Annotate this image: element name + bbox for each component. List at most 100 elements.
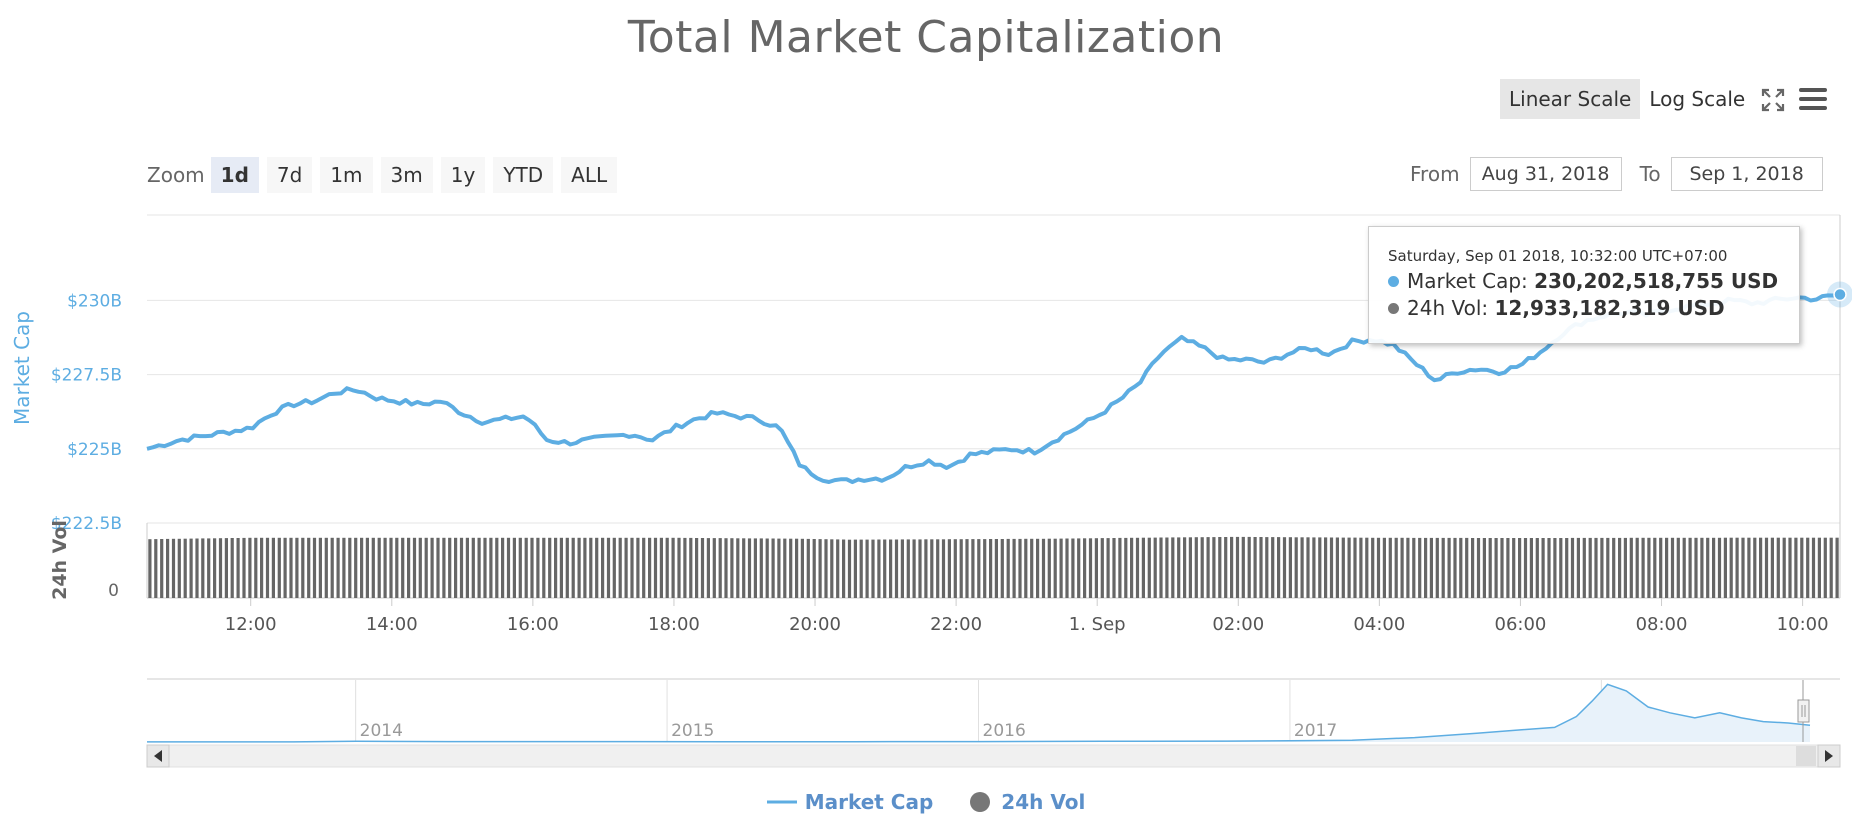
volume-bar: [1806, 537, 1810, 598]
volume-bar: [1247, 536, 1251, 598]
volume-bar: [1817, 537, 1821, 598]
y-tick-label: $222.5B: [51, 514, 122, 534]
volume-bar: [542, 537, 546, 598]
scrollbar-track[interactable]: [146, 744, 1841, 768]
tooltip-value-market-cap: 230,202,518,755 USD: [1534, 269, 1779, 293]
volume-bar: [524, 537, 528, 598]
volume-bar: [1500, 538, 1504, 598]
volume-bar: [1071, 538, 1075, 598]
volume-bar: [989, 539, 993, 598]
zoom-1y-button[interactable]: 1y: [440, 157, 486, 193]
volume-bar: [154, 539, 158, 598]
volume-bar: [1077, 538, 1081, 598]
volume-bar: [1012, 538, 1016, 598]
x-tick-label: 14:00: [366, 614, 418, 635]
tooltip-row-volume: 24h Vol: 12,933,182,319 USD: [1388, 295, 1799, 322]
tooltip-row-market-cap: Market Cap: 230,202,518,755 USD: [1388, 268, 1799, 295]
plot-area[interactable]: $222.5B $225B $227.5B $230B Market Cap 24h Vo…: [0, 0, 1852, 770]
legend-label-volume: 24h Vol: [1001, 790, 1086, 814]
volume-bar: [724, 538, 728, 598]
volume-bar: [618, 537, 622, 598]
volume-bar: [1694, 537, 1698, 598]
volume-tick-label: 0: [108, 581, 119, 601]
volume-bar: [530, 537, 534, 598]
volume-bar: [977, 539, 981, 598]
volume-bar: [459, 537, 464, 598]
volume-bar: [1512, 538, 1516, 598]
volume-bar: [1212, 537, 1216, 598]
volume-bar: [853, 539, 857, 598]
volume-bar: [771, 538, 775, 598]
volume-bar: [218, 538, 223, 598]
volume-bar: [1782, 537, 1786, 598]
zoom-1m-button[interactable]: 1m: [320, 157, 373, 193]
legend-item-market-cap[interactable]: Market Cap: [766, 790, 934, 814]
volume-bar: [1612, 537, 1616, 598]
log-scale-button[interactable]: Log Scale: [1649, 87, 1746, 111]
volume-bar: [965, 539, 969, 598]
volume-bar: [1529, 538, 1533, 598]
scrollbar-thumb[interactable]: [1796, 746, 1816, 766]
menu-icon[interactable]: [1798, 86, 1828, 112]
zoom-1d-button[interactable]: 1d: [210, 157, 259, 193]
legend-item-volume[interactable]: 24h Vol: [969, 790, 1085, 814]
volume-bar: [254, 537, 258, 598]
volume-bar: [1094, 538, 1098, 598]
volume-bar: [148, 539, 152, 598]
volume-bar: [1230, 536, 1234, 598]
volume-bar: [1000, 539, 1004, 598]
volume-bar: [1794, 537, 1798, 598]
volume-bar: [348, 537, 352, 598]
volume-bar: [983, 539, 987, 598]
from-date-input[interactable]: [1469, 157, 1622, 191]
x-tick-label: 08:00: [1636, 614, 1688, 635]
volume-bar: [465, 537, 469, 598]
volume-bar: [812, 539, 816, 598]
linear-scale-button[interactable]: Linear Scale: [1500, 79, 1641, 119]
to-label: To: [1639, 162, 1661, 186]
to-date-input[interactable]: [1670, 157, 1823, 191]
tooltip-label-volume: 24h Vol:: [1407, 296, 1489, 320]
volume-bar: [506, 537, 511, 598]
tooltip-label-market-cap: Market Cap:: [1407, 269, 1528, 293]
volume-bar: [924, 539, 928, 598]
volume-bar: [777, 538, 781, 598]
volume-bar: [1829, 537, 1833, 598]
x-tick-label: 18:00: [648, 614, 700, 635]
tooltip-value-volume: 12,933,182,319 USD: [1494, 296, 1725, 320]
volume-bar: [1241, 536, 1245, 598]
zoom-label: Zoom: [147, 163, 205, 187]
volume-bar: [242, 537, 246, 598]
volume-bar: [1471, 538, 1475, 598]
scroll-right-arrow-icon: [1825, 750, 1833, 762]
volume-bar: [1476, 538, 1481, 598]
volume-bar: [183, 538, 187, 598]
volume-bar: [1159, 537, 1163, 598]
volume-bar: [1347, 537, 1351, 598]
volume-bar: [1700, 537, 1704, 598]
fullscreen-icon[interactable]: [1761, 88, 1785, 112]
volume-bar: [906, 539, 910, 598]
volume-bar: [1194, 537, 1198, 598]
volume-bar: [1706, 537, 1710, 598]
volume-bar: [683, 537, 687, 598]
volume-bar: [789, 538, 793, 598]
zoom-ytd-button[interactable]: YTD: [493, 157, 554, 193]
volume-bar: [1823, 537, 1827, 598]
legend-label-market-cap: Market Cap: [804, 790, 934, 814]
volume-bar: [1277, 537, 1281, 598]
volume-bar: [1235, 536, 1240, 598]
volume-bar: [1153, 537, 1157, 598]
volume-axis-title: 24h Vol: [49, 520, 71, 600]
volume-bar: [1130, 537, 1134, 598]
zoom-all-button[interactable]: ALL: [561, 157, 618, 193]
volume-bar: [630, 537, 634, 598]
volume-bar: [536, 537, 540, 598]
volume-bar: [971, 539, 975, 598]
zoom-7d-button[interactable]: 7d: [266, 157, 313, 193]
navigator-handle[interactable]: [1797, 699, 1810, 723]
zoom-3m-button[interactable]: 3m: [380, 157, 433, 193]
volume-bar: [1265, 537, 1269, 598]
volume-bar: [1271, 537, 1275, 598]
volume-bar: [1453, 537, 1457, 598]
